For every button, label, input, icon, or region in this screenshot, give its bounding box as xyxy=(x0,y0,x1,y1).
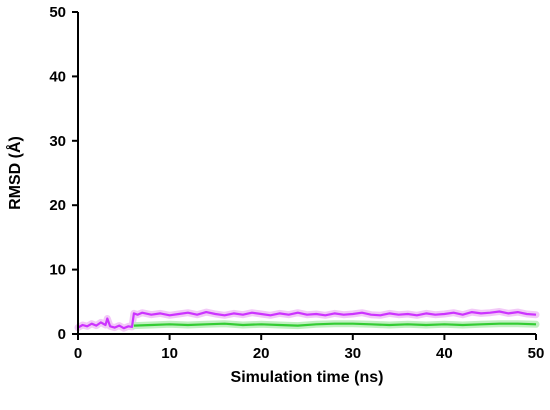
y-tick-label: 40 xyxy=(49,68,66,85)
x-tick-label: 40 xyxy=(436,345,453,362)
x-tick-label: 10 xyxy=(161,345,178,362)
y-tick-label: 20 xyxy=(49,197,66,214)
x-tick-label: 30 xyxy=(344,345,361,362)
x-tick-label: 0 xyxy=(74,345,82,362)
y-tick-label: 50 xyxy=(49,4,66,21)
series-line-1 xyxy=(77,310,537,330)
y-tick-label: 30 xyxy=(49,133,66,150)
y-tick-label: 0 xyxy=(58,326,66,343)
x-axis-title: Simulation time (ns) xyxy=(231,369,384,386)
x-tick-label: 20 xyxy=(253,345,270,362)
series-lines xyxy=(77,310,537,330)
y-axis-title: RMSD (Å) xyxy=(5,136,24,210)
x-tick-label: 50 xyxy=(528,345,545,362)
series-line-2 xyxy=(133,322,537,327)
axes xyxy=(72,11,537,340)
y-tick-label: 10 xyxy=(49,262,66,279)
tick-labels: 0 10 20 30 40 50 0 10 20 30 40 50 xyxy=(49,4,544,362)
